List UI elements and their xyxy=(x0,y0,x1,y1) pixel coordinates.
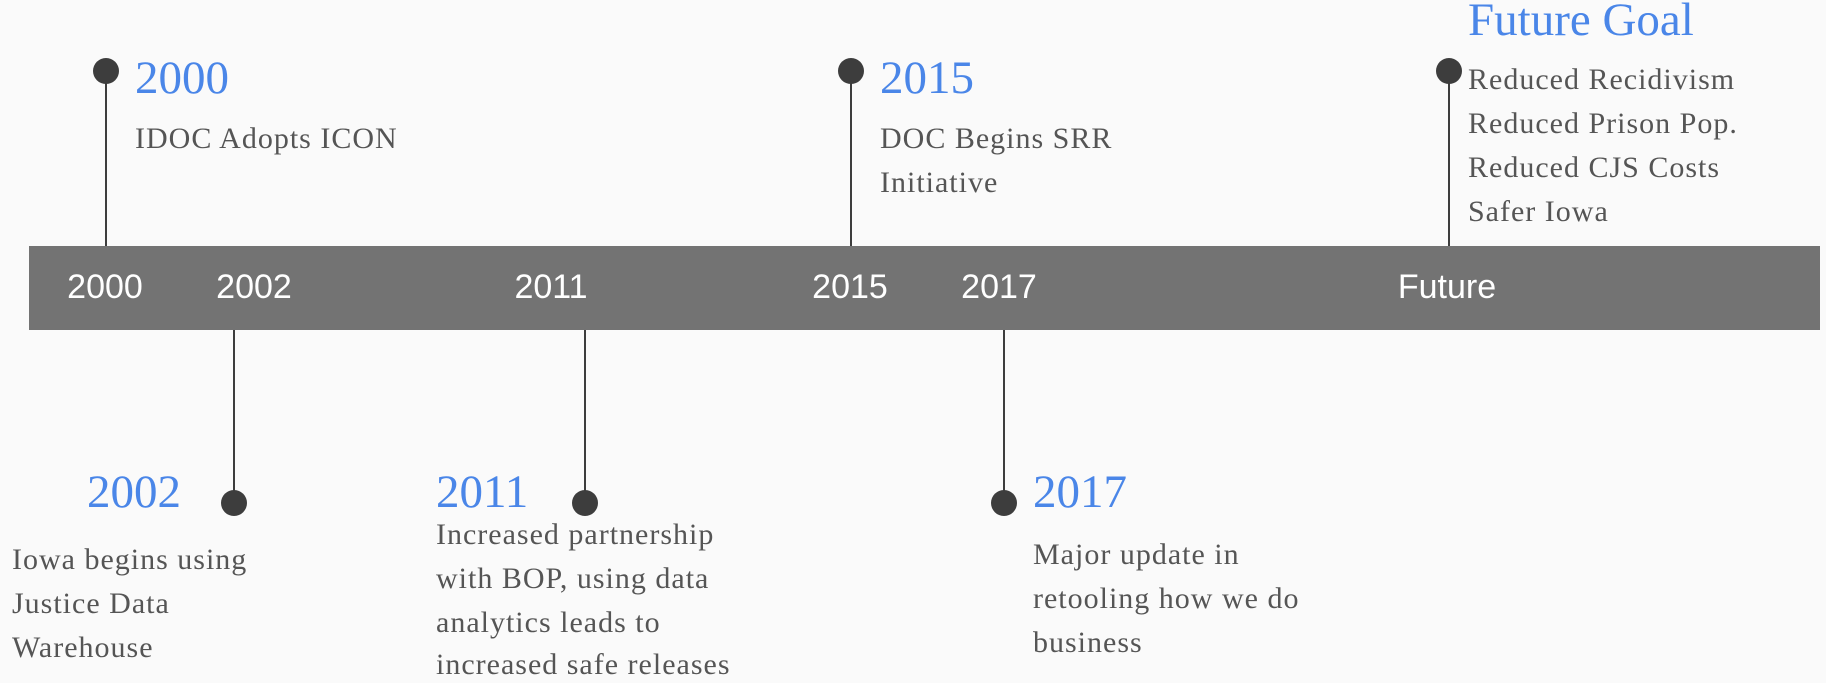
event-description: Warehouse xyxy=(12,631,154,664)
event-description: Increased partnership xyxy=(436,518,714,551)
event-title: 2000 xyxy=(135,52,229,104)
event-description: Safer Iowa xyxy=(1468,195,1609,228)
marker-dot xyxy=(838,58,864,84)
marker-dot xyxy=(1436,58,1462,84)
event-description: Justice Data xyxy=(12,587,170,620)
event-title: 2015 xyxy=(880,52,974,104)
event-description: DOC Begins SRR xyxy=(880,122,1112,155)
axis-label: 2017 xyxy=(961,268,1037,306)
marker-dot xyxy=(93,58,119,84)
event-description: retooling how we do xyxy=(1033,582,1299,615)
axis-label: 2011 xyxy=(514,268,587,306)
marker-dot xyxy=(572,490,598,516)
event-description: Reduced Prison Pop. xyxy=(1468,107,1738,140)
event-description: IDOC Adopts ICON xyxy=(135,122,398,155)
event-description: business xyxy=(1033,626,1143,659)
event-description: Major update in xyxy=(1033,538,1240,571)
event-description: Reduced CJS Costs xyxy=(1468,151,1720,184)
event-description: Reduced Recidivism xyxy=(1468,63,1735,96)
marker-dot xyxy=(221,490,247,516)
axis-label: 2002 xyxy=(216,268,292,306)
event-title: Future Goal xyxy=(1468,0,1694,46)
event-title: 2002 xyxy=(87,466,181,518)
event-title: 2011 xyxy=(436,466,528,518)
marker-dot xyxy=(991,490,1017,516)
axis-label: 2000 xyxy=(67,268,143,306)
event-description: Iowa begins using xyxy=(12,543,247,576)
event-description: with BOP, using data xyxy=(436,562,709,595)
event-description: increased safe releases xyxy=(436,648,731,681)
timeline-bar xyxy=(29,246,1820,330)
axis-label: Future xyxy=(1398,268,1496,306)
event-description: analytics leads to xyxy=(436,606,661,639)
event-title: 2017 xyxy=(1033,466,1127,518)
axis-label: 2015 xyxy=(812,268,888,306)
event-description: Initiative xyxy=(880,166,998,199)
